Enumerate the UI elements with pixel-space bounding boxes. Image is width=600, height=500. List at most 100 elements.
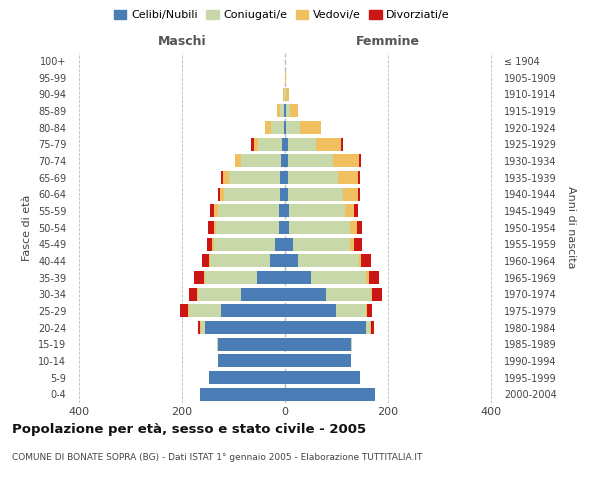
Bar (290, 104, 298, 118)
Bar (284, 88, 285, 101)
Bar (180, 304, 188, 318)
Bar (218, 188, 220, 200)
Bar (285, 338, 351, 350)
Bar (285, 354, 351, 368)
Bar (298, 254, 359, 268)
Bar (201, 321, 205, 334)
Bar (355, 238, 362, 250)
Bar (285, 121, 286, 134)
Bar (208, 221, 214, 234)
Bar (344, 204, 354, 218)
Bar (373, 288, 382, 300)
Bar (271, 121, 284, 134)
Bar (369, 271, 379, 284)
Bar (207, 238, 212, 250)
Bar (254, 138, 258, 150)
Bar (333, 154, 359, 168)
Bar (280, 171, 285, 184)
Bar (285, 188, 287, 200)
Bar (235, 154, 241, 168)
Bar (220, 188, 224, 200)
Bar (367, 304, 373, 318)
Bar (284, 121, 285, 134)
Bar (275, 238, 285, 250)
Bar (350, 238, 355, 250)
Bar (209, 254, 211, 268)
Bar (280, 104, 284, 118)
Bar (258, 138, 283, 150)
Bar (370, 321, 371, 334)
Bar (285, 304, 337, 318)
Bar (277, 104, 280, 118)
Bar (212, 238, 214, 250)
Bar (280, 188, 285, 200)
Bar (286, 104, 290, 118)
Bar (289, 204, 344, 218)
Bar (371, 288, 373, 300)
Bar (286, 88, 289, 101)
Bar (214, 221, 216, 234)
Y-axis label: Anni di nascita: Anni di nascita (566, 186, 576, 269)
Bar (286, 121, 301, 134)
Bar (285, 371, 359, 384)
Bar (218, 354, 285, 368)
Bar (285, 71, 286, 84)
Text: Popolazione per età, sesso e stato civile - 2005: Popolazione per età, sesso e stato civil… (12, 422, 366, 436)
Bar (359, 254, 361, 268)
Bar (221, 304, 285, 318)
Bar (285, 321, 366, 334)
Bar (194, 271, 204, 284)
Bar (189, 288, 197, 300)
Bar (287, 188, 343, 200)
Bar (202, 254, 209, 268)
Bar (285, 88, 286, 101)
Bar (366, 321, 370, 334)
Bar (216, 221, 279, 234)
Bar (358, 188, 360, 200)
Bar (358, 171, 360, 184)
Bar (326, 288, 371, 300)
Bar (343, 188, 358, 200)
Bar (210, 204, 214, 218)
Bar (285, 254, 298, 268)
Bar (283, 88, 284, 101)
Bar (284, 104, 285, 118)
Bar (188, 304, 189, 318)
Bar (214, 238, 275, 250)
Bar (289, 221, 350, 234)
Bar (354, 204, 358, 218)
Bar (338, 171, 358, 184)
Bar (285, 271, 311, 284)
Bar (361, 254, 371, 268)
Bar (221, 171, 223, 184)
Bar (189, 304, 221, 318)
Text: COMUNE DI BONATE SOPRA (BG) - Dati ISTAT 1° gennaio 2005 - Elaborazione TUTTITAL: COMUNE DI BONATE SOPRA (BG) - Dati ISTAT… (12, 452, 422, 462)
Y-axis label: Fasce di età: Fasce di età (22, 194, 32, 260)
Bar (293, 238, 350, 250)
Bar (337, 304, 366, 318)
Bar (316, 138, 341, 150)
Bar (251, 138, 254, 150)
Bar (279, 204, 285, 218)
Bar (200, 321, 201, 334)
Bar (285, 204, 289, 218)
Bar (287, 138, 316, 150)
Bar (223, 171, 229, 184)
Bar (218, 338, 285, 350)
Bar (311, 271, 366, 284)
Bar (224, 188, 280, 200)
Bar (341, 138, 343, 150)
Bar (366, 304, 367, 318)
Bar (285, 238, 293, 250)
Bar (204, 271, 205, 284)
Bar (269, 254, 285, 268)
Bar (359, 154, 361, 168)
Bar (350, 221, 357, 234)
Bar (287, 154, 333, 168)
Bar (205, 321, 285, 334)
Bar (287, 171, 338, 184)
Bar (351, 338, 352, 350)
Bar (371, 321, 374, 334)
Bar (209, 371, 285, 384)
Bar (285, 221, 289, 234)
